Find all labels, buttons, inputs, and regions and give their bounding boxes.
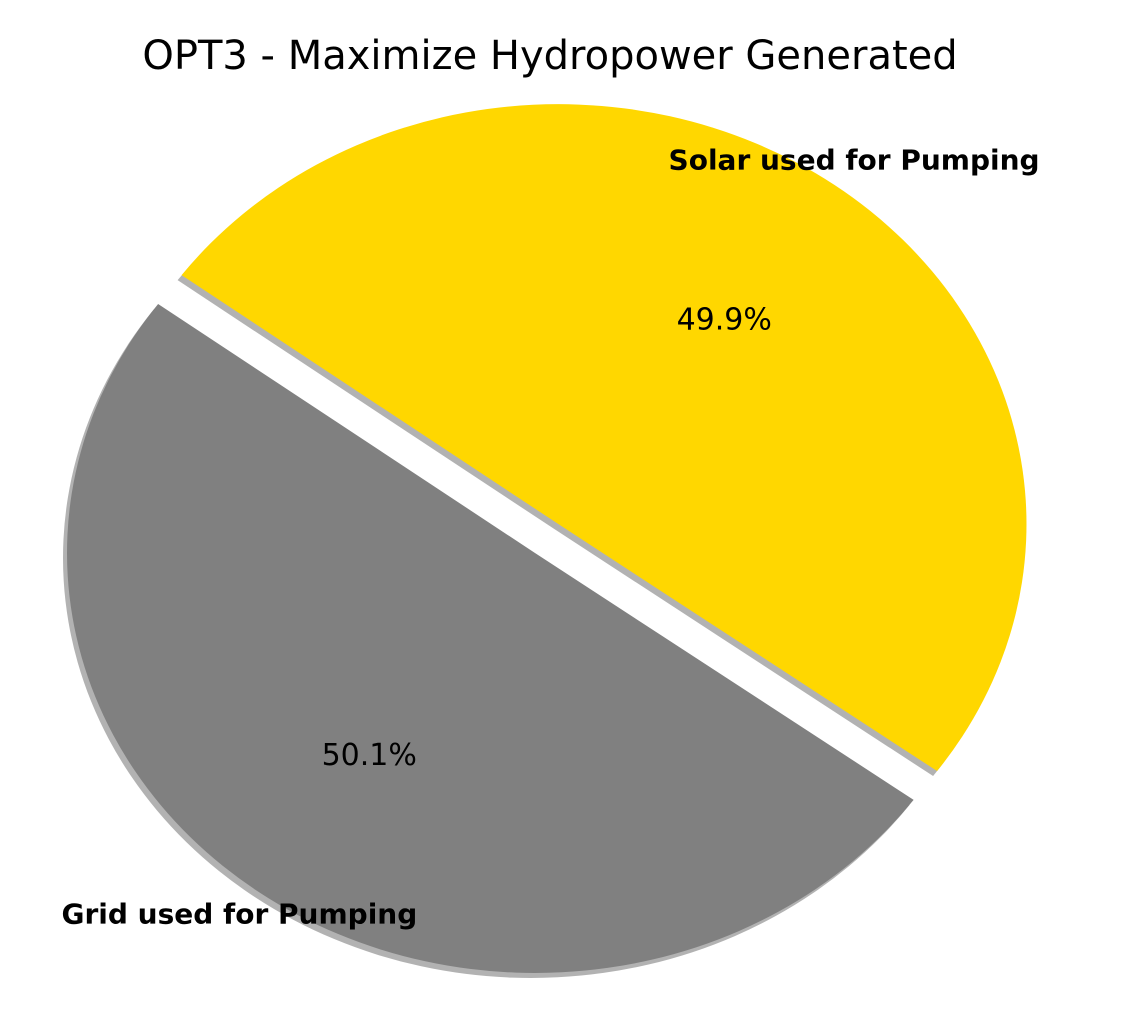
value-label: 50.1% bbox=[322, 738, 417, 773]
wedge bbox=[67, 304, 914, 973]
value-label: 49.9% bbox=[677, 302, 772, 337]
category-label: Solar used for Pumping bbox=[669, 143, 1040, 176]
category-label: Grid used for Pumping bbox=[61, 898, 417, 931]
chart-title: OPT3 - Maximize Hydropower Generated bbox=[142, 33, 957, 79]
wedge bbox=[181, 104, 1027, 772]
